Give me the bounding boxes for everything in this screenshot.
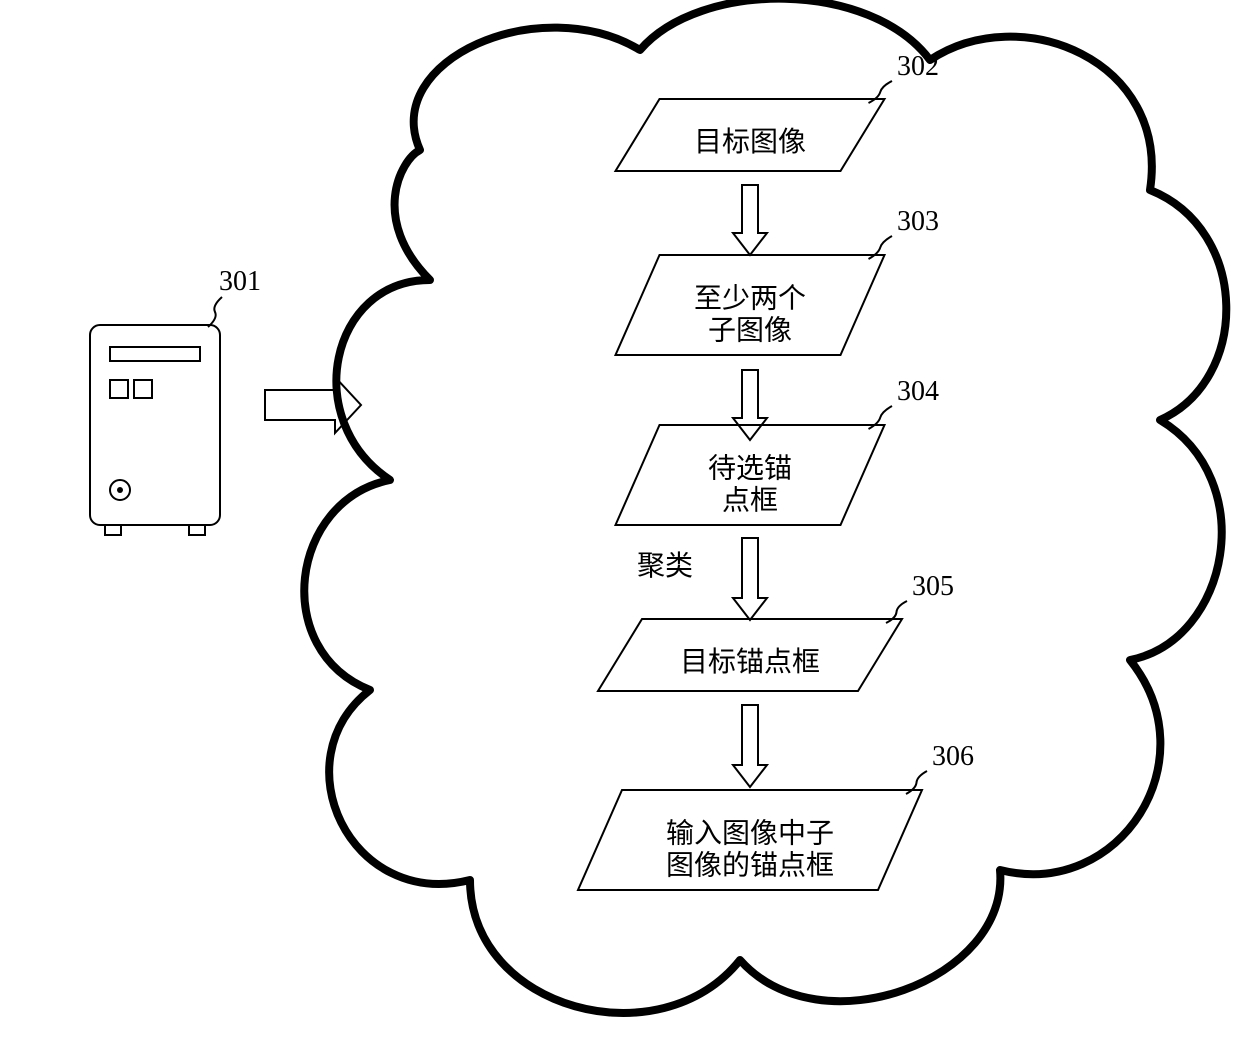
node-text-n304-2: 点框 [722, 484, 778, 516]
node-text-n306-2: 图像的锚点框 [666, 849, 834, 881]
ref-r304: 304 [897, 376, 939, 407]
label-cluster: 聚类 [637, 550, 693, 582]
server-drive [110, 347, 200, 361]
node-text-n305: 目标锚点框 [680, 646, 820, 678]
ref-301: 301 [219, 266, 261, 297]
node-text-n304-1: 待选锚 [708, 452, 792, 484]
node-text-n303-1: 至少两个 [694, 283, 806, 314]
ref-r303: 303 [897, 206, 939, 237]
ref-r306: 306 [932, 741, 974, 772]
ref-r302: 302 [897, 51, 939, 82]
flow-arrow-down [733, 538, 767, 620]
flow-arrow-down [733, 185, 767, 255]
node-text-n306-1: 输入图像中子 [666, 817, 834, 849]
flow-arrow-down [733, 370, 767, 440]
server-port [110, 380, 128, 398]
leader-line [208, 297, 222, 327]
server-power-dot [117, 487, 123, 493]
node-text-n302: 目标图像 [694, 126, 806, 158]
ref-r305: 305 [912, 571, 954, 602]
node-text-n303-2: 子图像 [708, 314, 792, 346]
server-port [134, 380, 152, 398]
flow-arrow-down [733, 705, 767, 787]
server-foot [189, 525, 205, 535]
server-foot [105, 525, 121, 535]
